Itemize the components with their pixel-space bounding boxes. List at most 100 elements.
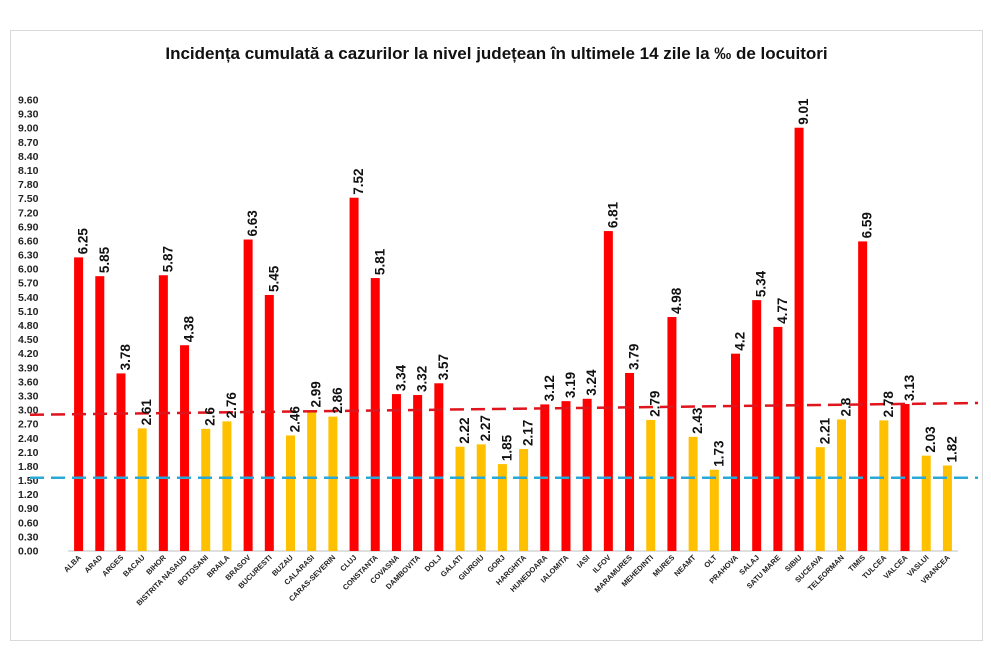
data-label: 1.85	[499, 434, 514, 461]
bar	[222, 421, 232, 551]
data-label: 6.63	[245, 210, 260, 237]
y-tick-label: 8.40	[18, 151, 39, 163]
data-label: 7.52	[351, 168, 366, 194]
y-tick-label: 2.40	[18, 433, 39, 445]
data-label: 2.17	[521, 420, 536, 446]
y-tick-label: 1.80	[18, 461, 39, 473]
bar	[688, 436, 698, 551]
data-label: 2.03	[923, 426, 938, 453]
bar	[879, 420, 889, 551]
data-label: 1.82	[944, 436, 959, 462]
data-label: 5.81	[372, 248, 387, 275]
bar	[455, 446, 465, 551]
data-label: 3.32	[415, 366, 430, 392]
data-label: 3.78	[118, 344, 133, 371]
bar	[858, 241, 868, 551]
data-label: 9.01	[796, 98, 811, 125]
y-tick-label: 2.10	[18, 447, 39, 459]
y-tick-label: 8.10	[18, 165, 39, 177]
data-label: 2.46	[288, 406, 303, 433]
data-label: 2.76	[224, 392, 239, 419]
y-tick-label: 3.30	[18, 390, 39, 402]
data-label: 4.38	[182, 315, 197, 342]
bar	[836, 419, 846, 551]
data-label: 3.57	[436, 354, 451, 380]
bar	[942, 465, 952, 551]
data-label: 2.6	[203, 407, 218, 426]
bar	[646, 419, 656, 551]
data-label: 2.99	[309, 381, 324, 407]
bar	[286, 435, 295, 551]
data-label: 4.98	[669, 287, 684, 314]
data-label: 4.77	[775, 298, 790, 324]
data-label: 5.87	[160, 246, 175, 272]
x-tick-label: MURES	[651, 553, 677, 579]
y-tick-label: 7.20	[18, 207, 39, 219]
bar	[137, 428, 147, 551]
bar	[434, 383, 444, 551]
bar	[370, 278, 380, 551]
bar	[497, 464, 507, 551]
data-label: 3.79	[627, 344, 642, 370]
x-tick-label: ARGES	[100, 553, 125, 578]
reference-line	[29, 401, 979, 417]
data-label: 2.21	[817, 417, 832, 444]
data-label: 4.2	[733, 332, 748, 351]
bar	[349, 197, 359, 551]
data-label: 2.43	[690, 407, 705, 434]
x-tick-label: NEAMT	[672, 553, 698, 579]
y-tick-label: 7.80	[18, 179, 39, 191]
data-label: 1.73	[711, 440, 726, 467]
data-label: 6.81	[605, 201, 620, 228]
bar	[582, 398, 592, 551]
bar	[180, 345, 190, 551]
bar	[900, 403, 910, 551]
reference-lines	[29, 401, 979, 479]
y-tick-label: 4.50	[18, 334, 39, 346]
y-tick-label: 0.30	[18, 531, 39, 543]
bar	[667, 317, 677, 551]
bar	[74, 257, 84, 551]
data-label: 2.8	[838, 397, 853, 416]
bar	[561, 401, 571, 551]
bar	[264, 294, 274, 551]
y-tick-label: 5.40	[18, 292, 39, 304]
chart-title: Incidența cumulată a cazurilor la nivel …	[165, 44, 828, 63]
y-tick-label: 3.90	[18, 362, 39, 374]
y-tick-label: 9.30	[18, 109, 39, 121]
y-tick-label: 9.60	[18, 95, 39, 107]
data-label: 6.25	[76, 228, 91, 255]
x-tick-label: IASI	[575, 553, 592, 570]
y-tick-label: 0.90	[18, 503, 39, 515]
data-label: 3.34	[393, 364, 408, 391]
value-labels-group: 6.25 5.85 3.78 2.61 5.87 4.38 2.6 2.76 6.63 5.45 2…	[76, 98, 960, 467]
y-tick-label: 1.20	[18, 489, 39, 501]
y-tick-label: 8.70	[18, 137, 39, 149]
y-tick-label: 6.00	[18, 264, 39, 276]
data-label: 3.13	[902, 374, 917, 401]
data-label: 2.78	[881, 391, 896, 418]
y-tick-label: 6.60	[18, 235, 39, 247]
bar	[413, 395, 423, 551]
bar	[519, 449, 529, 551]
y-tick-label: 7.50	[18, 193, 39, 205]
x-tick-label: VALCEA	[882, 553, 910, 581]
bar	[773, 326, 783, 551]
x-tick-label: ALBA	[62, 553, 84, 575]
bar	[603, 231, 613, 551]
bar	[328, 416, 338, 551]
y-tick-label: 9.00	[18, 123, 39, 135]
y-tick-label: 6.30	[18, 250, 39, 262]
data-label: 2.27	[478, 415, 493, 441]
data-label: 6.59	[860, 212, 875, 238]
y-tick-label: 6.90	[18, 221, 39, 233]
y-tick-label: 4.20	[18, 348, 39, 360]
bar	[752, 300, 762, 551]
bar	[243, 239, 253, 551]
data-label: 2.86	[330, 387, 345, 414]
data-label: 2.79	[648, 391, 663, 417]
y-tick-label: 0.60	[18, 517, 39, 529]
bar	[625, 372, 635, 551]
